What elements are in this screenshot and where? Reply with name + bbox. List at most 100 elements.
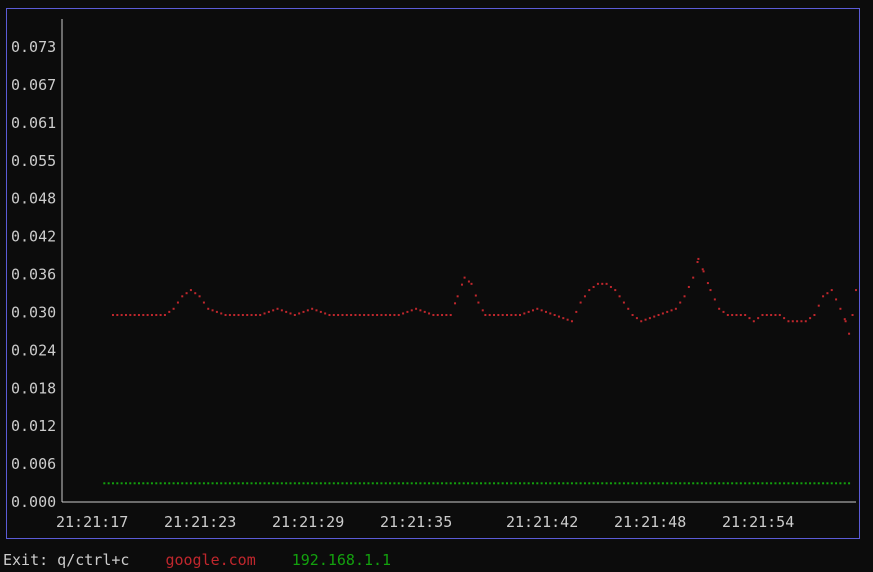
y-tick-label: 0.024 — [11, 341, 56, 359]
x-tick-label: 21:21:42 — [506, 513, 578, 531]
data-point-google — [813, 314, 816, 317]
data-point-google — [380, 314, 383, 317]
data-point-router — [588, 482, 591, 485]
data-point-router — [155, 482, 158, 485]
data-point-google — [670, 309, 673, 312]
data-point-router — [215, 482, 218, 485]
data-point-google — [757, 317, 760, 320]
data-point-google — [272, 309, 275, 312]
data-point-google — [774, 314, 777, 317]
data-point-google — [116, 314, 119, 317]
data-point-google — [687, 285, 690, 288]
data-point-router — [809, 482, 812, 485]
data-point-router — [796, 482, 799, 485]
data-point-google — [523, 312, 526, 315]
data-point-router — [163, 482, 166, 485]
data-point-google — [237, 314, 240, 317]
data-point-google — [198, 295, 201, 298]
x-tick-label: 21:21:23 — [164, 513, 236, 531]
data-point-google — [146, 314, 149, 317]
data-point-router — [666, 482, 669, 485]
data-point-router — [596, 482, 599, 485]
data-point-router — [211, 482, 214, 485]
data-point-google — [389, 314, 392, 317]
data-point-google — [826, 292, 829, 295]
data-point-router — [687, 482, 690, 485]
data-point-router — [332, 482, 335, 485]
y-tick-label: 0.018 — [11, 379, 56, 397]
data-point-router — [839, 482, 842, 485]
data-point-google — [713, 298, 716, 301]
data-point-google — [809, 317, 812, 320]
data-point-google — [311, 307, 314, 310]
data-point-google — [319, 310, 322, 313]
data-point-router — [350, 482, 353, 485]
data-point-router — [124, 482, 127, 485]
data-point-google — [481, 309, 484, 312]
data-point-google — [415, 307, 418, 310]
exit-hint: Exit: q/ctrl+c — [3, 551, 130, 569]
data-point-router — [627, 482, 630, 485]
data-point-google — [744, 314, 747, 317]
data-point-google — [181, 295, 184, 298]
data-point-google — [527, 310, 530, 313]
data-point-router — [194, 482, 197, 485]
data-point-google — [514, 314, 517, 317]
data-point-router — [557, 482, 560, 485]
data-point-google — [661, 312, 664, 315]
data-point-router — [635, 482, 638, 485]
data-point-router — [159, 482, 162, 485]
data-point-router — [640, 482, 643, 485]
data-point-google — [211, 309, 214, 312]
data-point-router — [406, 482, 409, 485]
data-point-google — [129, 314, 132, 317]
data-point-router — [315, 482, 318, 485]
data-point-router — [631, 482, 634, 485]
data-point-google — [137, 314, 140, 317]
data-point-router — [778, 482, 781, 485]
data-point-google — [172, 307, 175, 310]
data-point-router — [107, 482, 110, 485]
data-point-google — [583, 295, 586, 298]
data-point-router — [791, 482, 794, 485]
data-point-router — [436, 482, 439, 485]
data-point-router — [813, 482, 816, 485]
y-tick-label: 0.055 — [11, 152, 56, 170]
data-point-google — [722, 310, 725, 313]
latency-chart: 0.000 0.006 0.012 0.018 0.024 0.030 0.036 0.042… — [11, 19, 857, 531]
data-point-google — [477, 301, 480, 304]
data-point-router — [761, 482, 764, 485]
data-point-router — [622, 482, 625, 485]
data-point-google — [791, 320, 794, 323]
y-tick-label: 0.042 — [11, 228, 56, 246]
data-point-router — [280, 482, 283, 485]
y-tick-label: 0.000 — [11, 493, 56, 511]
data-point-google — [397, 314, 400, 317]
data-point-router — [384, 482, 387, 485]
data-point-google — [653, 315, 656, 318]
data-point-google — [410, 309, 413, 312]
data-point-google — [441, 314, 444, 317]
data-point-router — [583, 482, 586, 485]
data-point-router — [241, 482, 244, 485]
data-point-google — [709, 289, 712, 292]
data-point-router — [376, 482, 379, 485]
data-point-google — [731, 314, 734, 317]
data-point-google — [796, 320, 799, 323]
data-point-router — [142, 482, 145, 485]
data-point-router — [531, 482, 534, 485]
data-point-google — [185, 292, 188, 295]
data-point-router — [302, 482, 305, 485]
data-point-router — [254, 482, 257, 485]
y-tick-label: 0.048 — [11, 190, 56, 208]
data-point-google — [778, 314, 781, 317]
data-point-google — [618, 295, 621, 298]
data-point-router — [822, 482, 825, 485]
x-tick-label: 21:21:29 — [272, 513, 344, 531]
data-point-router — [800, 482, 803, 485]
data-point-google — [150, 314, 153, 317]
data-point-google — [701, 268, 704, 271]
data-point-google — [371, 314, 374, 317]
data-point-google — [363, 314, 366, 317]
data-point-router — [371, 482, 374, 485]
